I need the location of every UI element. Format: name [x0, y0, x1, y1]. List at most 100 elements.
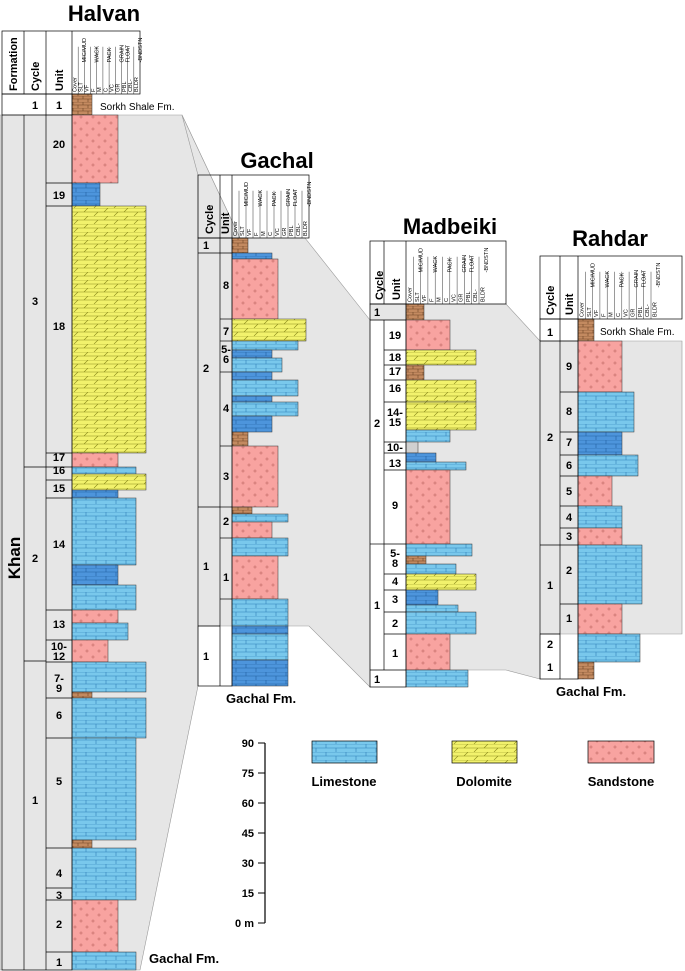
gachal-base-note: Gachal Fm.: [226, 691, 296, 706]
madbeiki-cycle-1-top: 1: [374, 307, 380, 319]
madbeiki-bed: [405, 589, 439, 606]
gachal-bed: [231, 431, 249, 447]
texture-label: WACK: [95, 46, 101, 63]
texture-label: WACK: [258, 190, 264, 207]
gachal-bed: [231, 506, 253, 515]
madbeiki-bed: [405, 469, 451, 545]
rahdar-col-cycle: Cycle: [545, 286, 557, 315]
halvan-bed: [71, 639, 109, 663]
texture-label: F: [601, 313, 607, 317]
madbeiki-unit-label: 17: [389, 366, 401, 378]
texture-label: GR: [631, 309, 637, 317]
halvan-bed: [71, 839, 93, 849]
halvan-bed: [71, 951, 137, 971]
rahdar-cycle-1: 1: [547, 580, 553, 592]
rahdar-bed: [577, 391, 635, 433]
texture-label: PBL: [122, 81, 128, 92]
texture-label: MIC/MUD: [590, 263, 596, 288]
legend-dolomite-label: Dolomite: [456, 774, 512, 789]
texture-label: MIC/MUD: [82, 38, 88, 63]
madbeiki-unit-label: 3: [392, 594, 398, 606]
halvan-bed: [71, 737, 137, 841]
gachal-title: Gachal: [240, 148, 313, 173]
gachal-col-unit: Unit: [220, 212, 232, 234]
texture-label: VC: [109, 84, 115, 92]
texture-label: CBL-: [128, 79, 134, 92]
halvan-unit-label: 2: [56, 919, 62, 931]
scale-bar: 90 75 60 45 30 15 0 m: [235, 738, 266, 930]
texture-label: PACK: [272, 191, 278, 206]
halvan-col-formation: Formation: [8, 37, 20, 91]
texture-label: -BNDSTN: [138, 38, 144, 63]
halvan-bed: [71, 622, 129, 641]
texture-label: VF: [247, 228, 253, 236]
madbeiki-bed: [405, 319, 451, 351]
halvan-unit-label: 16: [53, 465, 65, 477]
madbeiki-unit-label: 16: [389, 383, 401, 395]
madbeiki-cycle-1-base: 1: [374, 674, 380, 686]
rahdar-cycle-1-base: 1: [547, 662, 553, 674]
halvan-unit-label: 19: [53, 190, 65, 202]
texture-label: PBL: [466, 291, 472, 302]
gachal-bed: [231, 258, 279, 320]
texture-label: M: [437, 297, 443, 302]
scale-tick-label: 45: [242, 828, 254, 840]
texture-label: SLT: [240, 226, 246, 236]
madbeiki-bed: [405, 633, 451, 671]
scale-tick-label: 60: [242, 798, 254, 810]
texture-label: VC: [275, 228, 281, 236]
rahdar-unit-label: 3: [566, 531, 572, 543]
halvan-col-cycle: Cycle: [30, 62, 42, 91]
madbeiki-title: Madbeiki: [403, 214, 497, 239]
halvan-unit-label: 6: [56, 710, 62, 722]
texture-label: GR: [459, 294, 465, 302]
halvan-cycle-1: 1: [32, 795, 38, 807]
texture-label: F: [91, 88, 97, 92]
gachal-cycle-1-base: 1: [203, 651, 209, 663]
halvan-unit-label: 17: [53, 452, 65, 464]
madbeiki-bed: [405, 401, 477, 431]
texture-label: C: [268, 232, 274, 236]
texture-label: MIC/MUD: [418, 248, 424, 273]
madbeiki-bed: [405, 364, 425, 381]
texture-label: BLDR: [303, 221, 309, 236]
rahdar-cycle-2-base: 2: [547, 639, 553, 651]
gachal-bed: [231, 633, 289, 661]
texture-label: WACK: [605, 271, 611, 288]
halvan-bed: [71, 497, 137, 566]
halvan-top-note: Sorkh Shale Fm.: [100, 102, 174, 113]
texture-label: SLT: [79, 82, 85, 92]
texture-label: FLOAT: [470, 254, 476, 272]
texture-label: Cover: [233, 221, 239, 236]
scale-tick-label: 0 m: [235, 918, 254, 930]
gachal-bed: [231, 415, 273, 433]
halvan-cycle-2: 2: [32, 553, 38, 565]
halvan-unit-label: 1: [56, 957, 62, 969]
halvan-cycle-1-top: 1: [32, 100, 38, 112]
rahdar-top-note: Sorkh Shale Fm.: [600, 327, 674, 338]
gachal-bed: [231, 349, 273, 359]
rahdar-unit-label: 4: [566, 512, 573, 524]
gachal-unit-label: 3: [223, 471, 229, 483]
texture-label: M: [261, 231, 267, 236]
madbeiki-cycle-2: 2: [374, 418, 380, 430]
madbeiki-unit-label: 10-: [387, 442, 403, 454]
madbeiki-bed: [405, 303, 425, 321]
madbeiki-unit-label: 18: [389, 352, 401, 364]
rahdar-unit-label: 1: [566, 613, 572, 625]
rahdar-bed: [577, 661, 595, 680]
rahdar-unit-label: 9: [566, 361, 572, 373]
halvan-bed: [71, 609, 119, 624]
rahdar-bed: [577, 340, 623, 393]
halvan-bed: [71, 564, 119, 586]
halvan-bed: [71, 466, 137, 475]
texture-label: BLDR: [134, 77, 140, 92]
texture-label: CBL-: [296, 223, 302, 236]
gachal-bed: [231, 371, 273, 381]
rahdar-bed: [577, 318, 595, 342]
texture-label: SLT: [587, 307, 593, 317]
madbeiki-bed: [405, 379, 477, 403]
halvan-title: Halvan: [68, 1, 140, 26]
scale-tick-label: 15: [242, 888, 254, 900]
